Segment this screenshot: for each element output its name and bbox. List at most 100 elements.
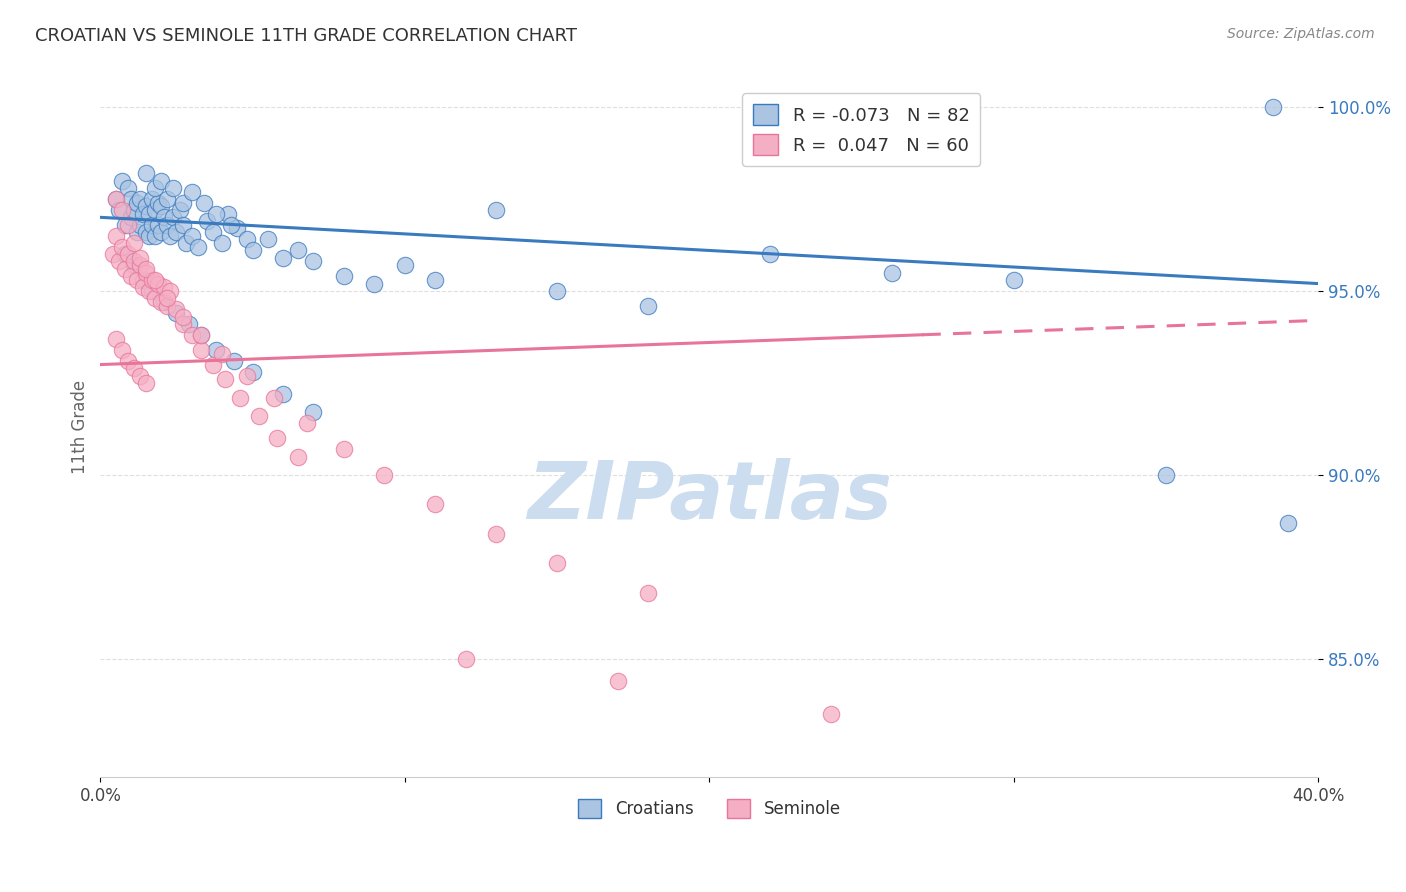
Point (263, 391, 285, 405)
Point (177, 317, 200, 331)
Point (190, 328, 212, 343)
Point (156, 192, 179, 206)
Point (159, 284, 181, 298)
Point (394, 258, 416, 272)
Point (190, 328, 212, 343)
Point (180, 328, 202, 343)
Point (242, 365, 264, 379)
Legend: Croatians, Seminole: Croatians, Seminole (571, 792, 848, 824)
Point (297, 417, 319, 431)
Point (104, 332, 127, 346)
Point (172, 310, 194, 324)
Point (122, 254, 145, 268)
Point (135, 166, 157, 180)
Point (132, 207, 155, 221)
Point (454, 652, 477, 666)
Point (120, 192, 142, 206)
Point (129, 258, 152, 272)
Point (135, 199, 157, 213)
Point (202, 358, 225, 372)
Point (153, 280, 176, 294)
Point (122, 236, 145, 251)
Point (759, 247, 782, 261)
Point (114, 247, 136, 261)
Point (143, 228, 166, 243)
Point (211, 236, 233, 251)
Point (114, 261, 136, 276)
Point (148, 218, 170, 232)
Point (104, 192, 127, 206)
Point (111, 343, 134, 357)
Point (135, 261, 157, 276)
Point (148, 277, 170, 291)
Point (271, 251, 294, 265)
Point (117, 218, 139, 232)
Point (129, 218, 152, 232)
Point (138, 284, 160, 298)
Point (114, 218, 136, 232)
Point (156, 291, 179, 305)
Point (820, 707, 842, 722)
Point (117, 247, 139, 261)
Point (1277, 516, 1299, 530)
Point (156, 218, 179, 232)
Point (150, 295, 173, 310)
Point (1261, 100, 1284, 114)
Point (120, 269, 142, 284)
Text: Source: ZipAtlas.com: Source: ZipAtlas.com (1227, 27, 1375, 41)
Point (148, 195, 170, 210)
Point (235, 368, 257, 383)
Point (122, 258, 145, 272)
Point (247, 409, 270, 423)
Point (169, 202, 191, 217)
Point (256, 232, 278, 246)
Point (425, 273, 447, 287)
Point (880, 266, 903, 280)
Point (546, 557, 568, 571)
Point (143, 273, 166, 287)
Point (373, 468, 395, 483)
Point (226, 221, 249, 235)
Point (242, 244, 264, 258)
Point (172, 195, 194, 210)
Point (141, 218, 163, 232)
Point (159, 228, 181, 243)
Point (120, 211, 142, 225)
Point (143, 202, 166, 217)
Point (122, 361, 145, 376)
Point (302, 254, 325, 268)
Point (122, 202, 145, 217)
Point (363, 277, 385, 291)
Point (125, 273, 148, 287)
Point (166, 225, 188, 239)
Point (111, 173, 134, 187)
Point (195, 214, 218, 228)
Point (172, 317, 194, 331)
Point (219, 218, 242, 232)
Point (1002, 273, 1025, 287)
Point (180, 228, 202, 243)
Point (266, 431, 288, 445)
Point (125, 195, 148, 210)
Point (1154, 468, 1177, 483)
Point (129, 368, 152, 383)
Point (129, 192, 152, 206)
Point (425, 498, 447, 512)
Point (637, 299, 659, 313)
Point (166, 306, 188, 320)
Point (333, 269, 356, 284)
Point (271, 387, 294, 401)
Point (235, 232, 257, 246)
Point (162, 181, 184, 195)
Point (287, 450, 309, 464)
Point (132, 280, 155, 294)
Point (104, 192, 127, 206)
Point (138, 228, 160, 243)
Point (637, 586, 659, 600)
Y-axis label: 11th Grade: 11th Grade (72, 380, 89, 475)
Point (143, 181, 166, 195)
Point (107, 254, 129, 268)
Point (111, 240, 134, 254)
Point (302, 405, 325, 419)
Point (214, 372, 236, 386)
